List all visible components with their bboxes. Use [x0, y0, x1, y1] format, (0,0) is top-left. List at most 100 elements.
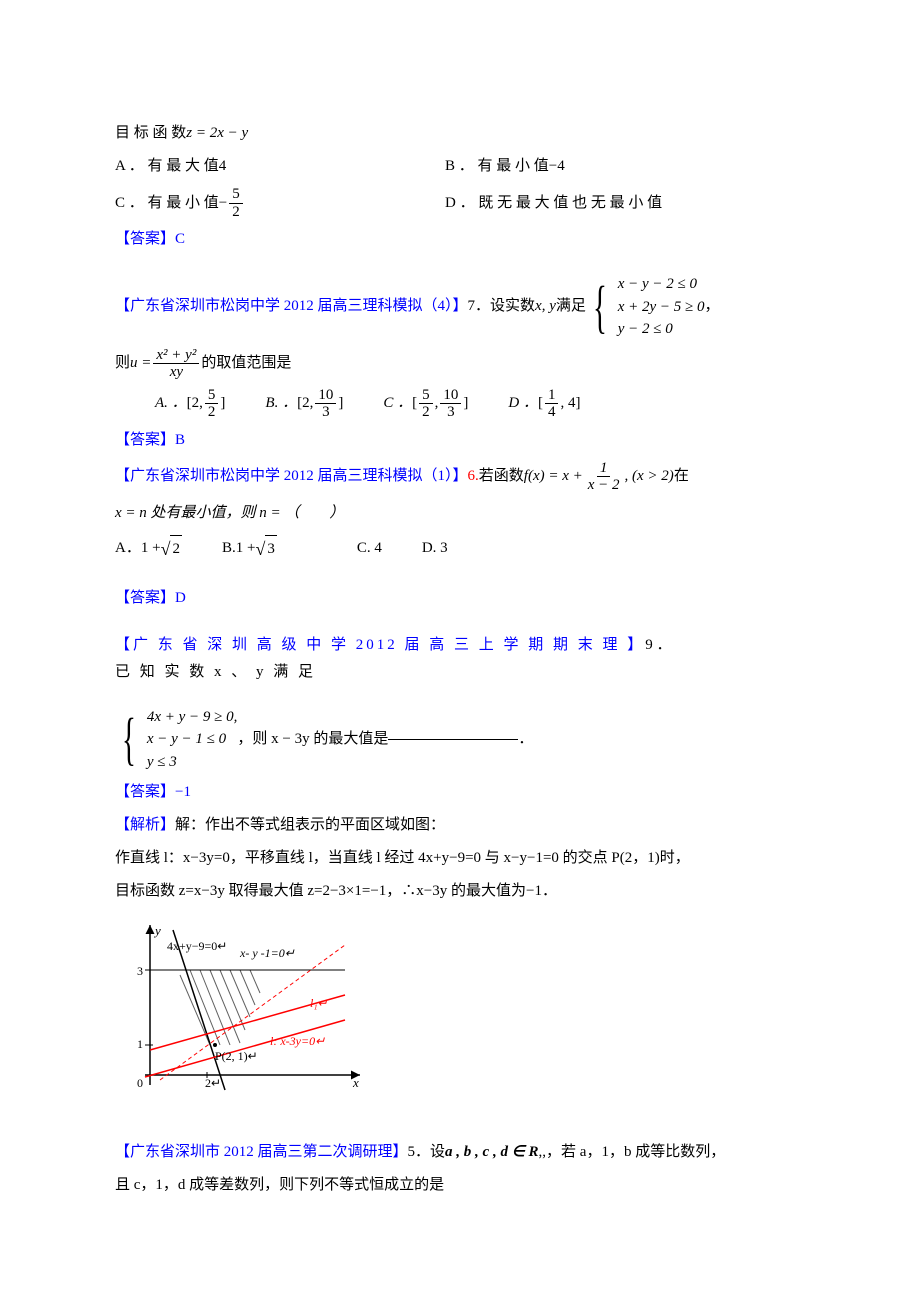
- value: −4: [549, 153, 565, 180]
- v: 1 +: [141, 535, 161, 562]
- frac: 52: [205, 387, 219, 421]
- q2-line1: 【广东省深圳市松岗中学 2012 届高三理科模拟（4）】 7． 设实数 x, y…: [115, 273, 805, 341]
- v: [: [412, 390, 417, 417]
- label-l2: x- y -1=0↵: [239, 946, 295, 960]
- n: 10: [315, 387, 336, 405]
- sqrt-icon: √: [255, 533, 265, 565]
- value: D: [175, 585, 186, 612]
- num: 5．: [408, 1139, 431, 1166]
- q3-line1: 【广东省深圳市松岗中学 2012 届高三理科模拟（1）】 6. 若函数 f(x)…: [115, 460, 805, 494]
- num: 1: [597, 460, 611, 478]
- value: B: [175, 427, 185, 454]
- value: −1: [175, 779, 191, 806]
- v: [2,: [297, 390, 313, 417]
- q3-line2: x = n 处有最小值，则 n = （ ）: [115, 500, 805, 527]
- text: D ． 既 无 最 大 值 也 无 最 小 值: [445, 190, 662, 217]
- text: 作直线 l：x−3y=0，平移直线 l，当直线 l 经过 4x+y−9=0 与 …: [115, 845, 690, 872]
- system: { 4x + y − 9 ≥ 0, x − y − 1 ≤ 0 y ≤ 3: [115, 706, 237, 774]
- text: ,,，若 a，1，b 成等比数列，: [539, 1139, 726, 1166]
- text: 设: [430, 1139, 445, 1166]
- l: A. ．: [155, 390, 187, 417]
- frac: 103: [315, 387, 336, 421]
- optD: D. 3: [422, 535, 448, 562]
- label-l1: 4x+y−9=0↵: [167, 939, 227, 953]
- r: ]: [463, 390, 468, 417]
- text: 的取值范围是: [201, 350, 291, 377]
- eq3: y ≤ 3: [147, 751, 238, 774]
- l: A．: [115, 535, 141, 562]
- content: x − y − 2 ≤ 0 x + 2y − 5 ≥ 0 y − 2 ≤ 0: [618, 273, 705, 341]
- eq1: x − y − 2 ≤ 0: [618, 273, 705, 296]
- q2-line2: 则 u = x² + y² xy 的取值范围是: [115, 347, 805, 381]
- q4-analysis-2: 作直线 l：x−3y=0，平移直线 l，当直线 l 经过 4x+y−9=0 与 …: [115, 845, 805, 872]
- n: 5: [419, 387, 433, 405]
- system: { x − y − 2 ≤ 0 x + 2y − 5 ≥ 0 y − 2 ≤ 0: [586, 273, 705, 341]
- l: C ．: [383, 390, 412, 417]
- body: 2: [170, 535, 182, 563]
- optA: A. ． [2, 52 ]: [155, 387, 225, 421]
- text: 若函数: [479, 463, 524, 490]
- text: 目 标 函 数: [115, 120, 186, 147]
- text: 解：作出不等式组表示的平面区域如图：: [175, 812, 445, 839]
- sqrt: √2: [161, 533, 182, 565]
- optB: B. 1 + √3: [222, 533, 277, 565]
- tick-2: 2↵: [205, 1076, 221, 1090]
- text: 则: [115, 350, 130, 377]
- num: x² + y²: [153, 347, 199, 365]
- d: 4: [545, 404, 559, 421]
- q2-options: A. ． [2, 52 ] B. ． [2, 103 ] C ． [ 52 , …: [115, 387, 805, 421]
- mid: ，则 x − 3y 的最大值是: [237, 726, 388, 753]
- math: z = 2x − y: [186, 120, 248, 147]
- text: 设实数: [490, 293, 535, 320]
- text: 已 知 实 数 x 、 y 满 足: [115, 659, 316, 686]
- end: ．: [518, 726, 533, 753]
- label-p: P(2, 1)↵: [215, 1049, 258, 1063]
- cond: , (x > 2): [625, 463, 674, 490]
- value: C: [175, 226, 185, 253]
- q5-line2: 且 c，1，d 成等差数列，则下列不等式恒成立的是: [115, 1172, 805, 1199]
- blank: [388, 739, 518, 740]
- text: 满足: [556, 293, 586, 320]
- q1-optB: B ． 有 最 小 值 −4: [445, 153, 565, 180]
- source: 【广东省深圳市 2012 届高三第二次调研理】: [115, 1139, 408, 1166]
- q4-answer: 【答案】 −1: [115, 779, 805, 806]
- n: 10: [440, 387, 461, 405]
- graph-svg: y x 0 4x+y−9=0↵ x- y -1=0↵ l₁↵ l: x-3y=0…: [115, 915, 375, 1105]
- r: ]: [220, 390, 225, 417]
- num: 7．: [468, 293, 491, 320]
- label-origin: 0: [137, 1076, 143, 1090]
- tick-3: 3: [137, 964, 143, 978]
- label-y: y: [153, 923, 161, 938]
- eq1: 4x + y − 9 ≥ 0,: [147, 706, 238, 729]
- frac: 1 x − 2: [585, 460, 623, 494]
- label-l3: l₁↵: [310, 996, 328, 1010]
- xy: x, y: [535, 293, 556, 320]
- r: , 4]: [560, 390, 580, 417]
- q1-intro: 目 标 函 数 z = 2x − y: [115, 120, 805, 147]
- frac: 14: [545, 387, 559, 421]
- l: B. ．: [265, 390, 297, 417]
- l: B.: [222, 535, 236, 562]
- q4-line1: 【广 东 省 深 圳 高 级 中 学 2012 届 高 三 上 学 期 期 末 …: [115, 632, 805, 686]
- source: 【广 东 省 深 圳 高 级 中 学 2012 届 高 三 上 学 期 期 末 …: [115, 632, 645, 659]
- abcd: a , b , c , d ∈ R: [445, 1139, 538, 1166]
- fx: f(x) = x +: [524, 463, 583, 490]
- num: 6.: [468, 463, 479, 490]
- n: 1: [545, 387, 559, 405]
- m: ,: [435, 390, 439, 417]
- frac: 103: [440, 387, 461, 421]
- frac: 52: [419, 387, 433, 421]
- neg: −: [219, 190, 227, 217]
- eq3: y − 2 ≤ 0: [618, 318, 705, 341]
- label: B ． 有 最 小 值: [445, 153, 549, 180]
- label-l4: l: x-3y=0↵: [270, 1034, 325, 1048]
- num: 5: [229, 186, 243, 204]
- label: 【解析】: [115, 812, 175, 839]
- d: 2: [419, 404, 433, 421]
- q1-row1: A ． 有 最 大 值 4 B ． 有 最 小 值 −4: [115, 153, 805, 180]
- l: D ．: [508, 390, 538, 417]
- optA: A． 1 + √2: [115, 533, 182, 565]
- d: 3: [319, 404, 333, 421]
- label-x: x: [352, 1075, 359, 1090]
- source: 【广东省深圳市松岗中学 2012 届高三理科模拟（4）】: [115, 293, 468, 320]
